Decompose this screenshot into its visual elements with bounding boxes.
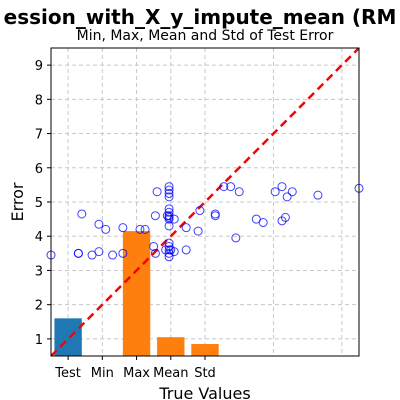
scatter-point bbox=[161, 245, 171, 255]
scatter-point bbox=[193, 226, 203, 236]
scatter-point bbox=[164, 192, 174, 202]
scatter-point bbox=[210, 209, 220, 219]
scatter-point bbox=[234, 187, 244, 197]
bars bbox=[54, 231, 219, 356]
scatter-point bbox=[277, 182, 287, 192]
scatter-point bbox=[135, 224, 145, 234]
scatter-point bbox=[270, 187, 280, 197]
grid bbox=[51, 48, 359, 356]
scatter-point bbox=[150, 211, 160, 221]
scatter-point bbox=[219, 182, 229, 192]
scatter-point bbox=[77, 209, 87, 219]
y-tick-label: 7 bbox=[35, 128, 43, 143]
scatter-point bbox=[231, 233, 241, 243]
y-tick-label: 8 bbox=[35, 93, 43, 108]
x-tick-label: Max bbox=[123, 366, 150, 381]
bar bbox=[191, 344, 219, 356]
scatter-point bbox=[108, 250, 118, 260]
scatter-point bbox=[164, 185, 174, 195]
scatter-point bbox=[226, 182, 236, 192]
y-axis-label: Error bbox=[8, 182, 27, 221]
y-tick-label: 6 bbox=[35, 162, 43, 177]
scatter-point bbox=[164, 182, 174, 192]
y-tick-label: 9 bbox=[35, 59, 43, 74]
y-tick-label: 1 bbox=[35, 333, 43, 348]
scatter-point bbox=[150, 248, 160, 258]
x-axis-ticks: Test Min Max Mean Std bbox=[54, 356, 216, 381]
scatter-point bbox=[118, 248, 128, 258]
y-tick-label: 5 bbox=[35, 196, 43, 211]
y-tick-label: 3 bbox=[35, 264, 43, 279]
scatter-point bbox=[169, 247, 179, 257]
scatter-point bbox=[195, 206, 205, 216]
y-tick-label: 2 bbox=[35, 299, 43, 314]
scatter-point bbox=[164, 221, 174, 231]
scatter-point bbox=[277, 216, 287, 226]
scatter-point bbox=[164, 207, 174, 217]
y-axis-ticks: 1 2 3 4 5 6 7 8 9 bbox=[35, 59, 51, 348]
scatter-point bbox=[94, 219, 104, 229]
scatter-point bbox=[101, 224, 111, 234]
scatter-points bbox=[46, 182, 364, 262]
scatter-point bbox=[287, 187, 297, 197]
scatter-point bbox=[169, 214, 179, 224]
bar bbox=[122, 231, 151, 356]
scatter-point bbox=[280, 212, 290, 222]
diagonal-reference bbox=[51, 48, 359, 356]
scatter-point bbox=[164, 212, 174, 222]
scatter-point bbox=[181, 223, 191, 233]
bar bbox=[54, 318, 82, 356]
bar bbox=[157, 337, 185, 356]
scatter-point bbox=[118, 223, 128, 233]
x-tick-label: Mean bbox=[153, 366, 188, 381]
x-tick-label: Test bbox=[54, 366, 81, 381]
scatter-point bbox=[258, 218, 268, 228]
x-axis-label: True Values bbox=[158, 384, 250, 400]
chart-title: ession_with_X_y_impute_mean (RM bbox=[4, 5, 397, 29]
x-tick-label: Std bbox=[194, 366, 216, 381]
scatter-point bbox=[164, 188, 174, 198]
scatter-point bbox=[313, 190, 323, 200]
scatter-point bbox=[210, 211, 220, 221]
scatter-point bbox=[73, 248, 83, 258]
diagonal-line bbox=[51, 48, 359, 356]
y-tick-label: 4 bbox=[35, 230, 43, 245]
scatter-point bbox=[164, 214, 174, 224]
scatter-point bbox=[282, 192, 292, 202]
scatter-point bbox=[152, 187, 162, 197]
scatter-point bbox=[149, 241, 159, 251]
scatter-point bbox=[94, 247, 104, 257]
chart-subtitle: Min, Max, Mean and Std of Test Error bbox=[77, 28, 334, 44]
scatter-point bbox=[140, 224, 150, 234]
scatter-point bbox=[181, 245, 191, 255]
x-tick-label: Min bbox=[91, 366, 114, 381]
scatter-point bbox=[164, 204, 174, 214]
